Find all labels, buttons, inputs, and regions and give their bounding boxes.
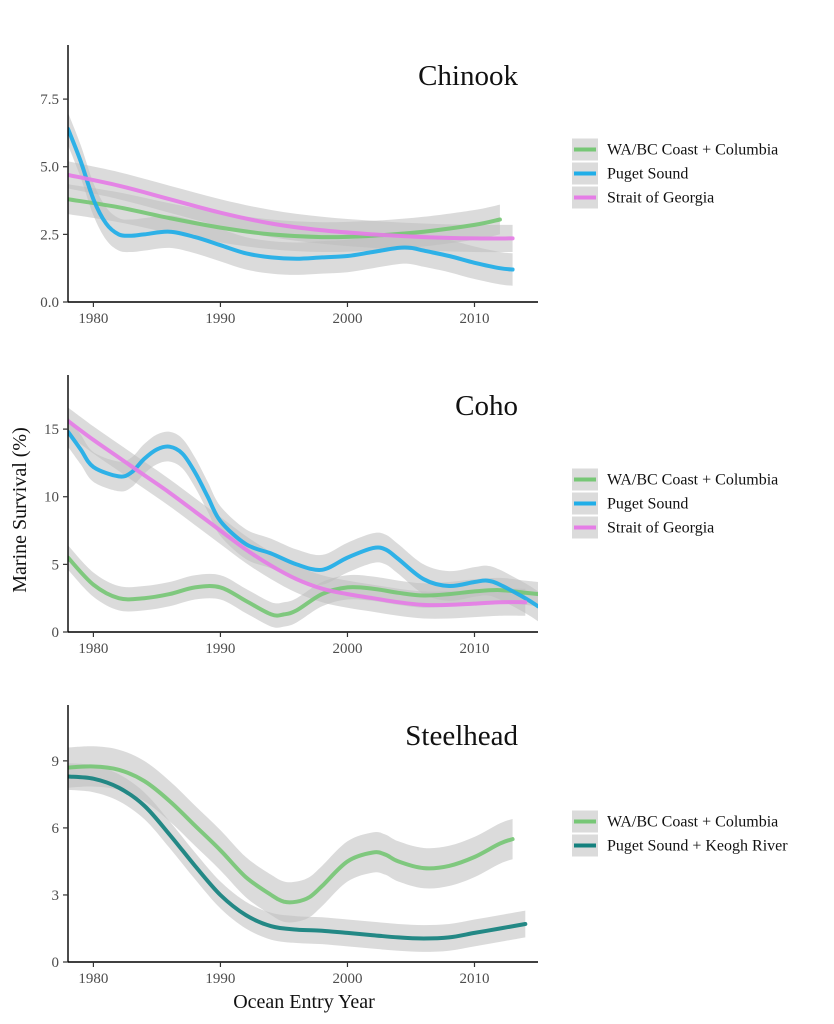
- x-tick-label: 1980: [78, 311, 108, 327]
- legend-label: Strait of Georgia: [607, 520, 714, 537]
- y-tick-label: 7.5: [40, 92, 59, 108]
- legend-label: Puget Sound: [607, 496, 688, 513]
- x-tick-label: 1980: [78, 971, 108, 987]
- series-line-wa-bc-coast-columbia: [68, 764, 515, 905]
- series-line-wa-bc-coast-columbia: [68, 197, 502, 240]
- y-tick-label: 0: [52, 955, 60, 971]
- chart-panel-chinook: 1980 1990 2000 2010 0.0 2.5 5.0 7.5 Chinook WA/BC…: [40, 45, 778, 327]
- x-tick-label: 1990: [205, 971, 235, 987]
- x-tick-label: 1980: [78, 641, 108, 657]
- x-tick-label: 2010: [459, 311, 489, 327]
- legend-label: Puget Sound + Keogh River: [607, 838, 788, 855]
- series-line-puget-sound: [68, 126, 515, 272]
- x-tick-label: 2000: [332, 311, 362, 327]
- series-line-wa-bc-coast-columbia: [68, 555, 538, 618]
- x-tick-label: 2000: [332, 971, 362, 987]
- y-tick-label: 3: [52, 888, 60, 904]
- legend: WA/BC Coast + Columbia Puget Sound + Keog…: [572, 810, 788, 857]
- y-tick-label: 2.5: [40, 227, 59, 243]
- legend: WA/BC Coast + Columbia Puget Sound Strait …: [572, 138, 778, 209]
- x-tick-label: 2010: [459, 971, 489, 987]
- band-wa-bc-coast-columbia: [68, 746, 513, 923]
- legend-label: WA/BC Coast + Columbia: [607, 472, 778, 489]
- x-tick-label: 2010: [459, 641, 489, 657]
- x-tick-label: 1990: [205, 311, 235, 327]
- chart-panel-steelhead: 1980 1990 2000 2010 0 3 6 9 Steelhead WA/BC Coast…: [52, 705, 788, 987]
- y-tick-label: 10: [44, 490, 59, 506]
- legend-label: Strait of Georgia: [607, 190, 714, 207]
- y-tick-label: 5.0: [40, 160, 59, 176]
- y-tick-label: 9: [52, 754, 60, 770]
- panel-title: Steelhead: [405, 720, 518, 752]
- y-tick-label: 5: [52, 557, 60, 573]
- y-tick-label: 0: [52, 625, 60, 641]
- chart-panel-coho: 1980 1990 2000 2010 0 5 10 15 Coho WA/BC Coast + …: [44, 375, 778, 657]
- series-line-puget-sound-keogh-river: [68, 774, 528, 941]
- y-axis-title: Marine Survival (%): [9, 427, 31, 593]
- x-tick-label: 2000: [332, 641, 362, 657]
- band-strait-of-georgia: [68, 161, 513, 253]
- band-puget-sound: [68, 416, 538, 622]
- y-tick-label: 6: [52, 821, 60, 837]
- y-tick-label: 0.0: [40, 295, 59, 311]
- panel-title: Chinook: [418, 60, 518, 92]
- x-tick-label: 1990: [205, 641, 235, 657]
- legend-label: WA/BC Coast + Columbia: [607, 142, 778, 159]
- series-line-strait-of-georgia: [68, 172, 515, 241]
- y-tick-label: 15: [44, 422, 59, 438]
- legend: WA/BC Coast + Columbia Puget Sound Strait …: [572, 468, 778, 539]
- panel-title: Coho: [455, 390, 518, 422]
- legend-label: Puget Sound: [607, 166, 688, 183]
- legend-label: WA/BC Coast + Columbia: [607, 814, 778, 831]
- series-line-strait-of-georgia: [68, 419, 528, 608]
- band-strait-of-georgia: [68, 407, 526, 619]
- x-axis-title: Ocean Entry Year: [233, 991, 375, 1013]
